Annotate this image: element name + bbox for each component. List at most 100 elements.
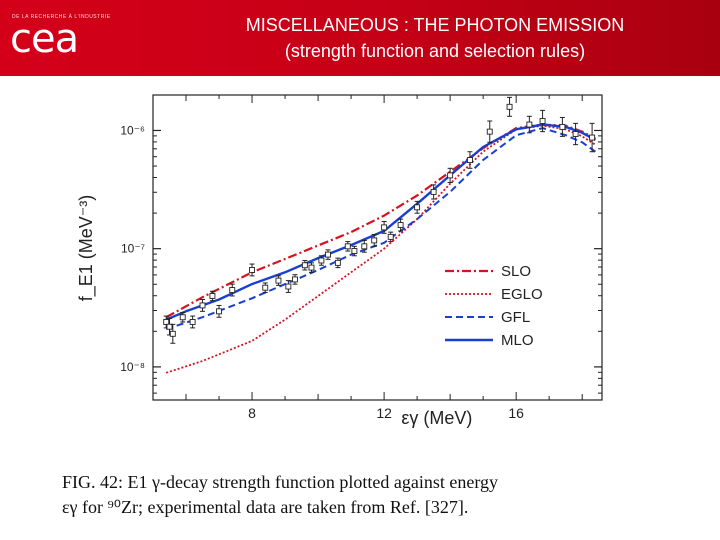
point-marker	[301, 262, 308, 269]
data-point	[325, 249, 331, 260]
point-marker	[166, 323, 173, 330]
data-point	[179, 312, 186, 323]
point-marker	[371, 237, 378, 244]
point-marker	[209, 293, 216, 299]
point-marker	[361, 243, 368, 250]
cea-logo: DE LA RECHERCHE À L'INDUSTRIE cea	[8, 8, 128, 68]
point-marker	[589, 134, 596, 141]
x-axis-label: εγ (MeV)	[401, 408, 472, 428]
data-point	[559, 116, 566, 137]
data-point	[301, 260, 308, 271]
data-point	[430, 184, 437, 200]
figure-caption: FIG. 42: E1 γ-decay strength function pl…	[62, 470, 712, 520]
data-point	[526, 115, 533, 134]
point-marker	[447, 172, 454, 179]
data-point	[262, 282, 269, 293]
slide-title: MISCELLANEOUS : THE PHOTON EMISSION (str…	[150, 12, 720, 64]
caption-line-1: FIG. 42: E1 γ-decay strength function pl…	[62, 472, 499, 492]
point-marker	[526, 121, 533, 128]
data-point	[308, 262, 315, 273]
plot-axes	[152, 94, 603, 401]
point-marker	[414, 204, 421, 211]
data-point	[589, 122, 596, 153]
point-marker	[169, 330, 176, 337]
data-point	[414, 200, 421, 214]
point-marker	[430, 188, 437, 195]
legend-label-gfl: GFL	[501, 309, 530, 326]
point-marker	[262, 284, 269, 291]
data-point	[506, 96, 513, 117]
point-marker	[318, 257, 325, 264]
data-point	[539, 109, 546, 133]
data-point	[381, 220, 388, 234]
legend-label-mlo: MLO	[501, 332, 534, 349]
point-marker	[344, 243, 351, 250]
point-marker	[351, 248, 358, 254]
point-marker	[285, 283, 292, 290]
legend-label-slo: SLO	[501, 263, 531, 280]
data-point	[166, 317, 173, 336]
data-point	[387, 231, 394, 243]
point-marker	[216, 308, 222, 315]
data-point	[292, 274, 298, 285]
data-point	[209, 290, 216, 302]
point-marker	[308, 264, 315, 271]
point-marker	[381, 224, 388, 231]
point-marker	[199, 302, 206, 309]
legend: SLO EGLO GFL MLO	[445, 263, 543, 349]
point-marker	[325, 251, 331, 258]
title-line-1: MISCELLANEOUS : THE PHOTON EMISSION	[245, 15, 625, 35]
point-marker	[189, 319, 196, 325]
caption-line-2: εγ for ⁹⁰Zr; experimental data are taken…	[62, 497, 469, 517]
strength-function-chart: 10⁻⁸ 10⁻⁷ 10⁻⁶ 8 12 16 SLO EGLO GFL MLO εγ (MeV)…	[76, 94, 603, 428]
x-tick-label: 12	[376, 405, 392, 421]
curve-mlo	[165, 123, 596, 321]
data-point	[318, 255, 325, 266]
point-marker	[292, 276, 298, 283]
data-point	[361, 239, 368, 253]
data-point	[189, 315, 196, 329]
plot-frame	[152, 94, 603, 401]
logo-tagline: DE LA RECHERCHE À L'INDUSTRIE	[12, 14, 111, 20]
point-marker	[163, 319, 170, 325]
legend-label-eglo: EGLO	[501, 286, 543, 303]
point-marker	[249, 267, 255, 273]
point-marker	[559, 123, 566, 130]
point-marker	[397, 222, 404, 228]
data-point	[216, 304, 222, 318]
point-marker	[334, 259, 341, 266]
point-marker	[275, 277, 282, 284]
logo-wordmark: cea	[10, 16, 79, 62]
curve-gfl	[165, 127, 596, 331]
data-point	[572, 122, 579, 146]
data-point	[334, 257, 341, 269]
experimental-points	[163, 96, 596, 344]
data-point	[447, 167, 454, 183]
x-tick-label: 16	[508, 405, 524, 421]
data-point	[397, 218, 404, 232]
data-point	[371, 233, 378, 247]
data-point	[199, 299, 206, 312]
title-line-2: (strength function and selection rules)	[284, 41, 586, 61]
data-point	[486, 120, 493, 143]
y-axis-label: f_E1 (MeV⁻³)	[76, 195, 97, 302]
tick-labels: 10⁻⁸ 10⁻⁷ 10⁻⁶ 8 12 16	[120, 123, 524, 421]
header-banner: DE LA RECHERCHE À L'INDUSTRIE cea MISCEL…	[0, 0, 720, 76]
data-point	[249, 263, 255, 277]
data-point	[351, 245, 358, 257]
point-marker	[486, 128, 493, 135]
y-tick-label: 10⁻⁷	[121, 242, 145, 256]
x-tick-label: 8	[248, 405, 256, 421]
y-tick-label: 10⁻⁸	[120, 360, 145, 374]
data-point	[466, 151, 473, 169]
y-tick-label: 10⁻⁶	[120, 123, 145, 137]
data-point	[169, 323, 176, 344]
data-point	[275, 275, 282, 286]
axis-labels: εγ (MeV) f_E1 (MeV⁻³)	[76, 195, 472, 428]
point-marker	[506, 103, 513, 110]
point-marker	[229, 287, 236, 294]
point-marker	[466, 157, 473, 163]
data-point	[344, 241, 351, 252]
point-marker	[387, 233, 394, 240]
data-point	[229, 283, 236, 297]
